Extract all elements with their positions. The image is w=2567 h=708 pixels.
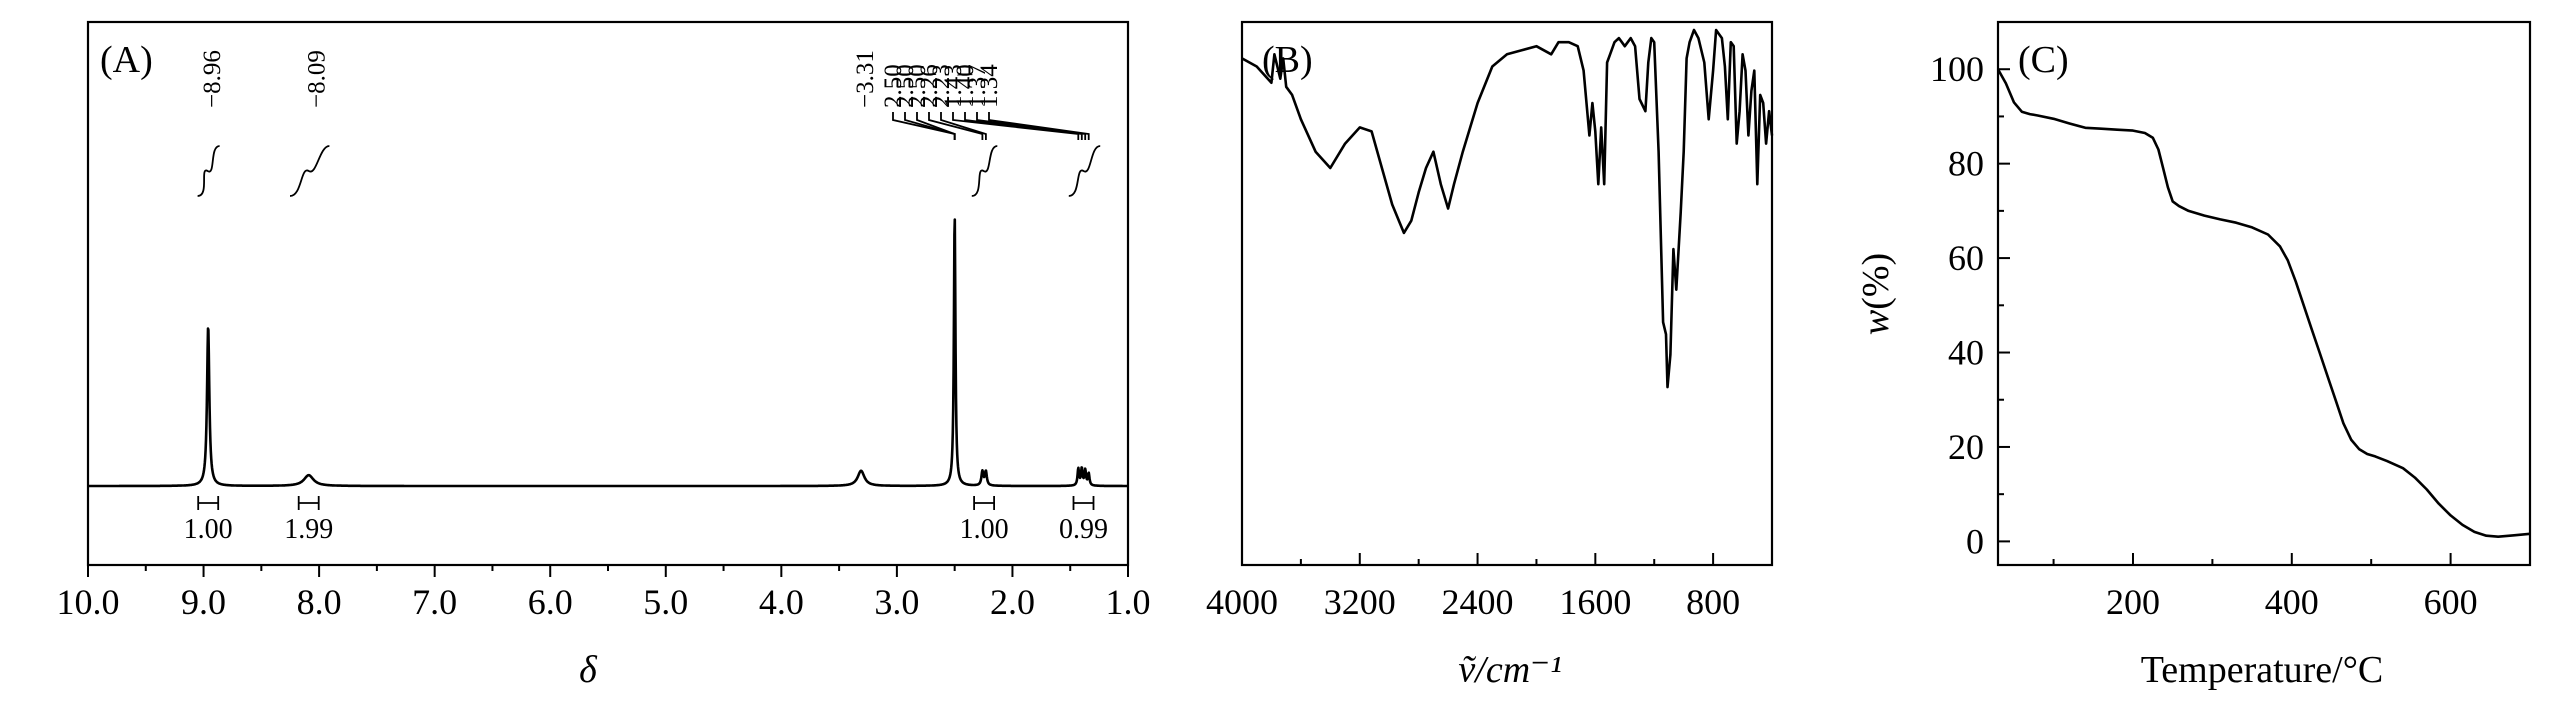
nmr-x-tick-label: 7.0 (412, 582, 457, 622)
tga-x-tick-label: 600 (2424, 582, 2478, 622)
ftir-x-tick-label: 1600 (1559, 582, 1631, 622)
nmr-integration-bracket (1072, 496, 1095, 510)
nmr-peak-label: 1.34 (976, 64, 1003, 108)
tga-x-axis-label: Temperature/°C (2141, 649, 2384, 691)
nmr-integral-curve (197, 145, 220, 197)
nmr-peak-label: 1.43 (940, 64, 967, 108)
tga-y-tick-label: 40 (1948, 333, 1984, 373)
nmr-peak-connector (916, 112, 956, 140)
nmr-peak-connector (952, 112, 1080, 140)
tga-y-tick-label: 100 (1930, 49, 1984, 89)
panel-a-nmr: (A) −8.96 −8.09 −3.31 2.502.502.502.262.231… (57, 20, 1151, 691)
nmr-x-tick-label: 8.0 (297, 582, 342, 622)
panel-c-frame (1996, 20, 2532, 567)
ftir-x-tick-label: 2400 (1442, 582, 1514, 622)
tga-y-tick-label: 80 (1948, 144, 1984, 184)
nmr-x-tick-label: 9.0 (181, 582, 226, 622)
nmr-peak-label: −8.09 (304, 50, 331, 108)
tga-x-tick-label: 400 (2265, 582, 2319, 622)
nmr-integration-bracket (197, 496, 220, 510)
tga-x-ticks: 200 400 600 (2052, 553, 2531, 622)
ftir-x-axis-label: ṽ/cm⁻¹ (1458, 649, 1561, 691)
tga-y-tick-label: 20 (1948, 427, 1984, 467)
nmr-x-tick-label: 10.0 (57, 582, 120, 622)
nmr-peak-labels: −8.96 −8.09 −3.31 2.502.502.502.262.231.431… (199, 50, 1003, 108)
nmr-x-ticks: 10.0 9.0 8.0 7.0 6.0 5.0 4.0 3.0 2.0 1.0 (57, 565, 1151, 622)
nmr-peak-label: 2.50 (892, 64, 919, 108)
ftir-spectrum-line (1241, 28, 1774, 389)
nmr-peak-label: −8.96 (199, 50, 226, 108)
panel-a-label: (A) (100, 39, 153, 81)
tga-weight-curve (1996, 68, 2531, 538)
nmr-integral-curve (1068, 145, 1101, 197)
tga-x-tick-label: 200 (2106, 582, 2160, 622)
panel-c-tga: (C) 200 400 600 0 20 40 60 80 100 Temperature/°… (1855, 20, 2532, 691)
nmr-peak-label: 2.23 (928, 64, 955, 108)
panel-b-frame (1240, 20, 1774, 567)
tga-y-axis-label-symbol: w (1855, 309, 1897, 335)
nmr-integral-curve (971, 145, 998, 197)
panel-b-label: (B) (1262, 39, 1313, 81)
ftir-x-ticks: 4000 3200 2400 1600 800 (1206, 553, 1773, 622)
panel-c-label: (C) (2018, 39, 2069, 81)
nmr-integration-values: 1.00 1.99 1.00 0.99 (184, 514, 1108, 545)
nmr-x-tick-label: 6.0 (528, 582, 573, 622)
nmr-x-axis-label: δ (579, 649, 598, 691)
nmr-x-tick-label: 3.0 (874, 582, 919, 622)
nmr-integration-bracket (973, 496, 995, 510)
nmr-peak-connector (964, 112, 1083, 140)
nmr-x-tick-label: 4.0 (759, 582, 804, 622)
tga-y-ticks: 0 20 40 60 80 100 (1930, 49, 2010, 561)
nmr-x-tick-label: 5.0 (643, 582, 688, 622)
nmr-integration-value: 0.99 (1059, 514, 1108, 545)
ftir-x-tick-label: 800 (1686, 582, 1740, 622)
nmr-peak-label: 1.37 (964, 64, 991, 108)
nmr-integral-curves (197, 145, 1101, 510)
panel-b-ftir: (B) 4000 3200 2400 1600 800 ṽ/cm⁻¹ (1206, 20, 1774, 691)
nmr-integration-value: 1.00 (960, 514, 1009, 545)
nmr-x-tick-label: 1.0 (1106, 582, 1151, 622)
nmr-integral-curve (289, 145, 330, 197)
nmr-peak-connector (976, 112, 1087, 140)
tga-y-tick-label: 0 (1966, 521, 1984, 561)
tga-y-tick-label: 60 (1948, 238, 1984, 278)
nmr-peak-connector (988, 112, 1090, 140)
nmr-spectrum-line (87, 218, 1129, 488)
nmr-peak-label: 2.50 (904, 64, 931, 108)
nmr-integration-value: 1.00 (184, 514, 233, 545)
tga-y-axis-label: w(%) (1855, 253, 1897, 335)
ftir-x-tick-label: 3200 (1324, 582, 1396, 622)
nmr-integration-bracket (297, 496, 320, 510)
nmr-peak-label: 1.40 (952, 64, 979, 108)
nmr-integration-value: 1.99 (284, 514, 333, 545)
nmr-peak-label: 2.50 (880, 64, 907, 108)
nmr-peak-label: 2.26 (916, 64, 943, 108)
nmr-peak-connector (928, 112, 984, 140)
nmr-peak-label-ticks (892, 112, 1090, 140)
nmr-x-tick-label: 2.0 (990, 582, 1035, 622)
nmr-peak-connector (940, 112, 987, 140)
ftir-x-tick-label: 4000 (1206, 582, 1278, 622)
nmr-peak-label: −3.31 (852, 50, 879, 108)
tga-y-axis-label-unit: (%) (1855, 253, 1897, 310)
